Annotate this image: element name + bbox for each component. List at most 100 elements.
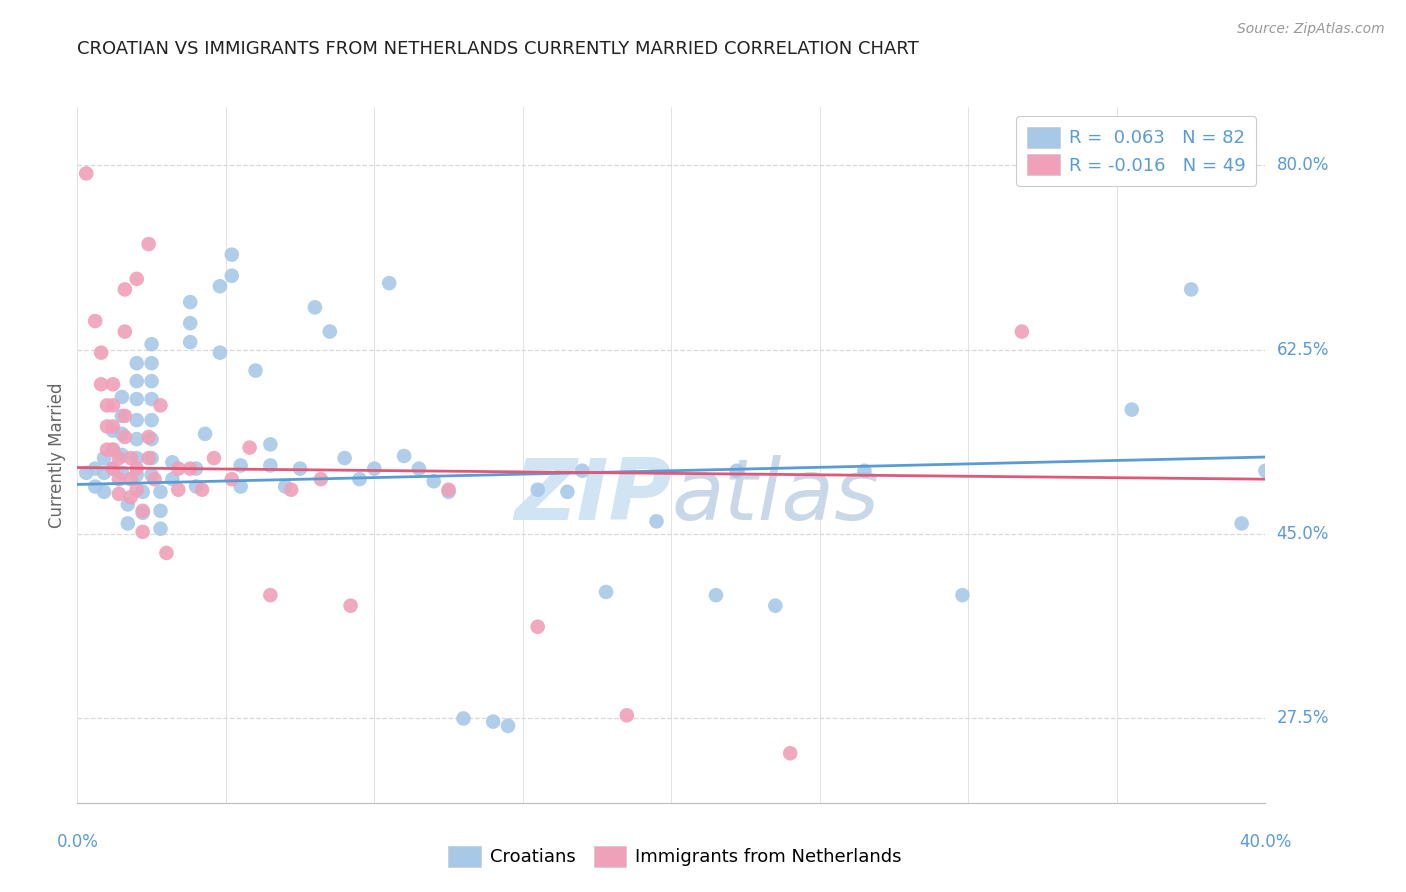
Text: 45.0%: 45.0% bbox=[1277, 525, 1329, 543]
Legend: Croatians, Immigrants from Netherlands: Croatians, Immigrants from Netherlands bbox=[439, 837, 911, 876]
Point bbox=[179, 316, 201, 330]
Point bbox=[108, 451, 131, 466]
Point bbox=[221, 268, 243, 283]
Point bbox=[179, 461, 201, 475]
Point bbox=[84, 314, 107, 328]
Point bbox=[75, 466, 97, 480]
Point bbox=[84, 479, 107, 493]
Point bbox=[125, 413, 148, 427]
Point bbox=[108, 487, 131, 501]
Point bbox=[155, 546, 177, 560]
Point bbox=[141, 356, 163, 370]
Point bbox=[96, 442, 118, 457]
Point bbox=[125, 356, 148, 370]
Point bbox=[304, 301, 326, 315]
Point bbox=[245, 363, 267, 377]
Point bbox=[616, 708, 638, 723]
Point bbox=[167, 483, 190, 497]
Point bbox=[571, 464, 593, 478]
Point bbox=[111, 448, 134, 462]
Point bbox=[763, 599, 786, 613]
Point bbox=[179, 295, 201, 310]
Point bbox=[363, 461, 385, 475]
Point bbox=[101, 398, 124, 412]
Point bbox=[111, 426, 134, 441]
Point bbox=[114, 282, 136, 296]
Point bbox=[101, 442, 124, 457]
Point bbox=[141, 392, 163, 406]
Point bbox=[120, 472, 142, 486]
Point bbox=[111, 466, 134, 480]
Point bbox=[378, 276, 401, 290]
Point bbox=[138, 430, 160, 444]
Point bbox=[84, 461, 107, 475]
Point bbox=[422, 475, 444, 489]
Point bbox=[259, 588, 281, 602]
Point bbox=[1180, 282, 1202, 296]
Point bbox=[259, 437, 281, 451]
Point bbox=[90, 345, 112, 359]
Point bbox=[120, 490, 142, 504]
Text: 40.0%: 40.0% bbox=[1239, 833, 1292, 851]
Point bbox=[309, 472, 332, 486]
Point bbox=[162, 472, 184, 486]
Point bbox=[143, 472, 166, 486]
Point bbox=[259, 458, 281, 473]
Point bbox=[120, 451, 142, 466]
Text: 80.0%: 80.0% bbox=[1277, 156, 1329, 174]
Point bbox=[229, 479, 252, 493]
Point bbox=[526, 483, 548, 497]
Point bbox=[319, 325, 342, 339]
Point bbox=[595, 585, 617, 599]
Point bbox=[75, 166, 97, 180]
Point bbox=[496, 719, 519, 733]
Point bbox=[779, 746, 801, 760]
Point bbox=[333, 451, 356, 466]
Point bbox=[645, 514, 668, 528]
Point bbox=[125, 374, 148, 388]
Point bbox=[141, 413, 163, 427]
Point bbox=[1254, 464, 1277, 478]
Point bbox=[138, 237, 160, 252]
Point bbox=[149, 522, 172, 536]
Point bbox=[125, 451, 148, 466]
Text: 0.0%: 0.0% bbox=[56, 833, 98, 851]
Point bbox=[191, 483, 214, 497]
Point bbox=[1121, 402, 1143, 417]
Point bbox=[186, 479, 208, 493]
Point bbox=[111, 390, 134, 404]
Point bbox=[526, 620, 548, 634]
Point bbox=[141, 432, 163, 446]
Text: 62.5%: 62.5% bbox=[1277, 341, 1329, 359]
Text: CROATIAN VS IMMIGRANTS FROM NETHERLANDS CURRENTLY MARRIED CORRELATION CHART: CROATIAN VS IMMIGRANTS FROM NETHERLANDS … bbox=[77, 40, 920, 58]
Point bbox=[704, 588, 727, 602]
Point bbox=[131, 484, 153, 499]
Point bbox=[96, 419, 118, 434]
Point bbox=[125, 461, 148, 475]
Point bbox=[101, 461, 124, 475]
Point bbox=[93, 451, 115, 466]
Point bbox=[93, 466, 115, 480]
Point bbox=[408, 461, 430, 475]
Text: 27.5%: 27.5% bbox=[1277, 709, 1329, 728]
Point bbox=[141, 374, 163, 388]
Point bbox=[125, 392, 148, 406]
Point bbox=[117, 498, 139, 512]
Point bbox=[339, 599, 361, 613]
Point bbox=[101, 442, 124, 457]
Point bbox=[1230, 516, 1253, 531]
Point bbox=[138, 451, 160, 466]
Point bbox=[239, 441, 262, 455]
Point bbox=[101, 377, 124, 392]
Point bbox=[131, 504, 153, 518]
Point bbox=[131, 524, 153, 539]
Point bbox=[453, 711, 475, 725]
Point bbox=[141, 467, 163, 482]
Point bbox=[179, 335, 201, 350]
Point bbox=[125, 432, 148, 446]
Point bbox=[202, 451, 225, 466]
Point bbox=[208, 345, 231, 359]
Point bbox=[221, 472, 243, 486]
Point bbox=[117, 516, 139, 531]
Point bbox=[108, 472, 131, 486]
